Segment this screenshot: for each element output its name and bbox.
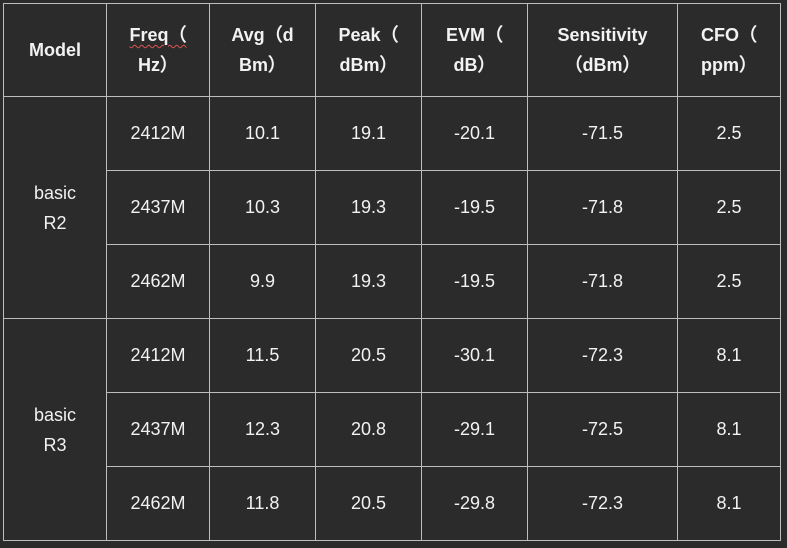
table-row: 2462M 9.9 19.3 -19.5 -71.8 2.5 [4,244,781,319]
header-peak-line2: dBm） [339,55,398,75]
header-evm-line1: EVM（ [445,25,503,45]
evm-cell: -20.1 [421,96,528,171]
sensitivity-cell: -72.5 [527,392,678,467]
sensitivity-cell: -71.8 [527,170,678,245]
peak-cell: 19.1 [315,96,422,171]
avg-cell: 10.1 [209,96,316,171]
sensitivity-cell: -72.3 [527,466,678,541]
header-sensitivity: Sensitivity （dBm） [527,3,678,97]
sensitivity-cell: -72.3 [527,318,678,393]
avg-cell: 10.3 [209,170,316,245]
header-evm-line2: dB） [453,55,496,75]
cfo-cell: 2.5 [677,244,781,319]
peak-cell: 19.3 [315,170,422,245]
evm-cell: -29.1 [421,392,528,467]
peak-cell: 20.5 [315,318,422,393]
rf-test-table: Model Freq（ Hz） Avg（d Bm） Peak（ dBm） EVM… [3,3,781,541]
table-row: 2462M 11.8 20.5 -29.8 -72.3 8.1 [4,466,781,541]
freq-cell: 2412M [106,318,210,393]
sensitivity-cell: -71.5 [527,96,678,171]
cfo-cell: 2.5 [677,96,781,171]
cfo-cell: 8.1 [677,318,781,393]
peak-cell: 20.5 [315,466,422,541]
sensitivity-cell: -71.8 [527,244,678,319]
cfo-cell: 2.5 [677,170,781,245]
evm-cell: -19.5 [421,170,528,245]
avg-cell: 12.3 [209,392,316,467]
header-avg-line1: Avg（d [231,25,294,45]
table-row: 2437M 12.3 20.8 -29.1 -72.5 8.1 [4,392,781,467]
freq-cell: 2462M [106,466,210,541]
freq-cell: 2462M [106,244,210,319]
peak-cell: 19.3 [315,244,422,319]
header-avg: Avg（d Bm） [209,3,316,97]
avg-cell: 11.5 [209,318,316,393]
header-cfo-line2: ppm） [701,55,757,75]
freq-cell: 2437M [106,170,210,245]
table-row: basic R3 2412M 11.5 20.5 -30.1 -72.3 8.1 [3,318,781,541]
header-row: Model Freq（ Hz） Avg（d Bm） Peak（ dBm） EVM… [3,3,781,97]
header-sensitivity-line2: （dBm） [564,55,641,75]
header-freq: Freq（ Hz） [106,3,210,97]
table-row: 2437M 10.3 19.3 -19.5 -71.8 2.5 [4,170,781,245]
evm-cell: -19.5 [421,244,528,319]
header-freq-line1: Freq（ [129,25,187,45]
peak-cell: 20.8 [315,392,422,467]
header-freq-line2: Hz） [138,55,178,75]
freq-cell: 2437M [106,392,210,467]
header-peak-line1: Peak（ [338,25,399,45]
header-cfo: CFO（ ppm） [677,3,781,97]
evm-cell: -29.8 [421,466,528,541]
header-avg-line2: Bm） [238,55,286,75]
header-sensitivity-line1: Sensitivity [557,25,648,45]
model-cell-r2: basic R2 [3,96,107,319]
avg-cell: 9.9 [209,244,316,319]
freq-cell: 2412M [106,96,210,171]
avg-cell: 11.8 [209,466,316,541]
header-peak: Peak（ dBm） [315,3,422,97]
cfo-cell: 8.1 [677,466,781,541]
table-row: basic R2 2412M 10.1 19.1 -20.1 -71.5 2.5 [3,96,781,319]
evm-cell: -30.1 [421,318,528,393]
cfo-cell: 8.1 [677,392,781,467]
model-cell-r3: basic R3 [3,318,107,541]
header-evm: EVM（ dB） [421,3,528,97]
header-cfo-line1: CFO（ [701,25,757,45]
header-model: Model [3,3,107,97]
